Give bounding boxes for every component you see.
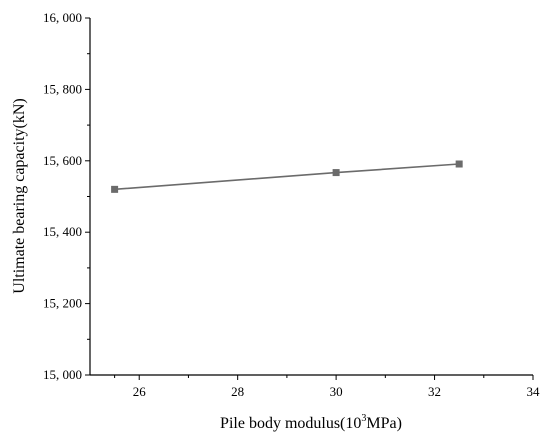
x-axis-title-main: Pile body modulus(10	[220, 415, 361, 432]
axes	[89, 18, 533, 376]
x-tick-label: 30	[330, 384, 343, 399]
y-tick-label: 15, 000	[43, 367, 82, 382]
data-point	[332, 169, 340, 177]
data-point	[455, 160, 463, 168]
y-tick-label: 15, 400	[43, 224, 82, 239]
x-tick-label: 26	[133, 384, 147, 399]
y-tick-label: 15, 600	[43, 153, 82, 168]
y-tick-label: 15, 200	[43, 296, 82, 311]
x-tick-label: 32	[428, 384, 441, 399]
x-axis-title-suffix: MPa)	[366, 415, 402, 432]
x-ticks: 26 28 30 32 34	[114, 375, 541, 399]
x-axis-title-superscript: 3	[361, 413, 366, 424]
y-tick-label: 16, 000	[43, 10, 82, 25]
series	[111, 160, 463, 193]
series-line	[114, 163, 460, 191]
y-axis-title: Ultimate bearing capacity(kN)	[11, 98, 28, 293]
data-point	[111, 185, 119, 193]
x-axis-title: Pile body modulus(103MPa)	[220, 413, 402, 432]
y-ticks: 15, 000 15, 200 15, 400 15, 600 15, 800 16, 0…	[43, 10, 90, 382]
x-tick-label: 28	[231, 384, 244, 399]
y-tick-label: 15, 800	[43, 81, 82, 96]
x-tick-label: 34	[527, 384, 541, 399]
